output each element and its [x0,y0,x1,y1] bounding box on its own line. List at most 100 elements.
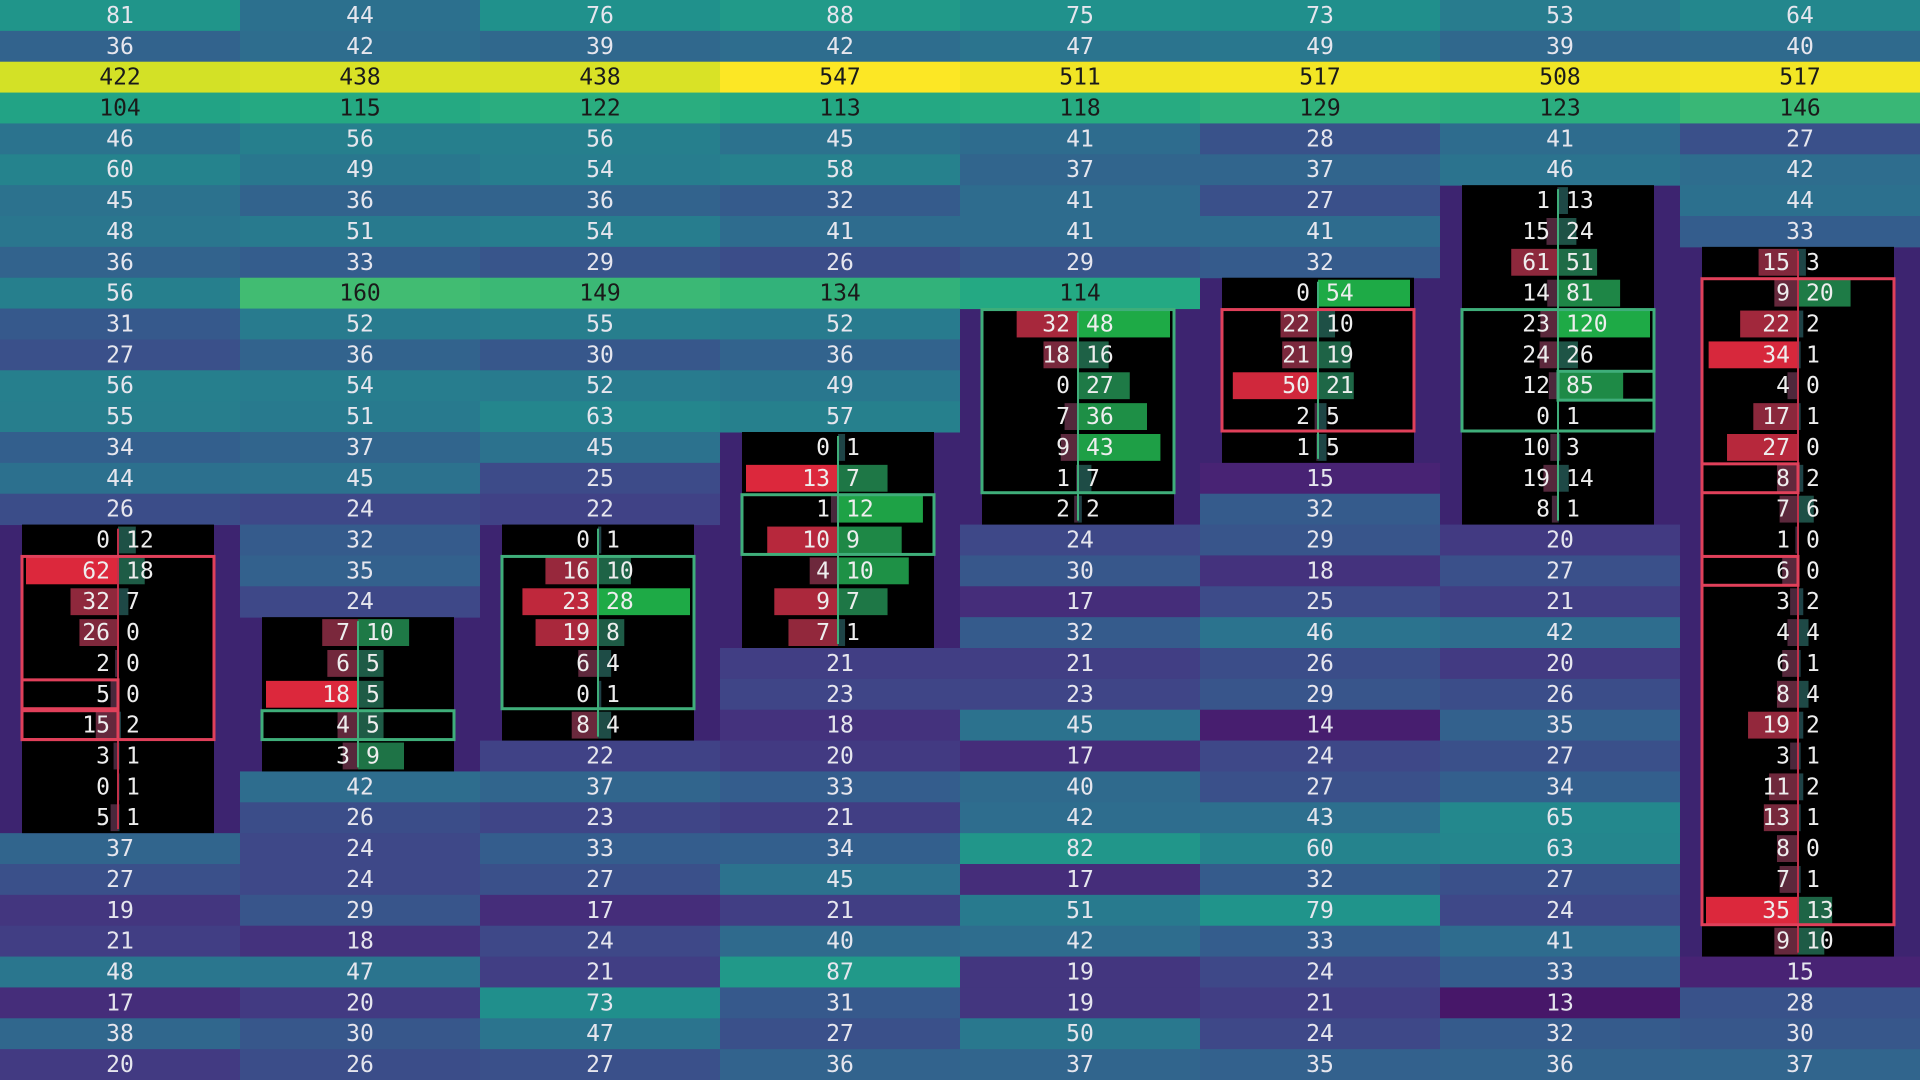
heat-value: 73 [586,990,614,1016]
ask-bar [1798,341,1801,369]
bid-value: 15 [82,713,110,739]
heat-value: 27 [1306,188,1334,214]
heat-cell [1200,833,1440,865]
ask-bar [1078,341,1109,369]
heat-value: 42 [346,34,374,60]
heat-cell [480,894,720,927]
bid-bar [70,588,118,616]
bid-value: 1 [1776,528,1790,554]
heat-value: 52 [346,312,374,338]
heat-value: 32 [826,188,854,214]
heat-value: 160 [339,281,381,307]
heat-cell [1680,123,1920,155]
heat-cell [1440,678,1680,711]
ask-value: 18 [126,558,154,584]
ask-value: 54 [1326,281,1354,307]
heat-value: 22 [586,497,614,523]
heat-value: 32 [1306,867,1334,893]
bid-value: 0 [816,435,830,461]
heat-value: 51 [346,404,374,430]
heat-cell [720,925,960,958]
ask-value: 1 [1806,651,1820,677]
heat-cell [1680,30,1920,63]
bid-bar [1314,403,1318,430]
heat-cell [1200,1018,1440,1050]
heat-cell [480,956,720,988]
heat-value: 21 [826,651,854,677]
heat-value: 422 [99,65,141,91]
heat-cell [1440,864,1680,896]
heat-cell [480,1049,720,1080]
ask-value: 14 [1566,466,1594,492]
bid-value: 1 [1056,466,1070,492]
heat-cell [480,740,720,772]
bid-value: 1 [1296,435,1310,461]
heat-cell [1680,956,1920,988]
heat-value: 54 [346,373,374,399]
heat-value: 49 [346,157,374,183]
heat-cell [720,61,960,94]
ask-bar [1798,495,1814,523]
bid-value: 27 [1762,435,1790,461]
ask-value: 81 [1566,281,1594,307]
ask-value: 43 [1086,435,1114,461]
heat-cell [240,802,480,834]
ask-value: 4 [606,651,620,677]
heat-value: 104 [99,96,141,122]
heat-cell [960,524,1200,556]
heat-cell [720,678,960,711]
bid-value: 23 [562,589,590,615]
imbalance-outline [1700,277,1896,927]
heat-cell [240,771,480,803]
bid-value: 7 [336,620,350,646]
heat-cell [720,1018,960,1050]
bid-bar [535,619,598,646]
bid-bar [322,619,358,646]
ask-value: 2 [126,713,140,739]
heat-cell [1680,92,1920,124]
bid-value: 4 [1776,620,1790,646]
heat-cell [1200,246,1440,279]
heat-value: 24 [1306,744,1334,770]
bid-value: 19 [562,620,590,646]
heat-value: 517 [1299,65,1341,91]
heat-cell [960,864,1200,896]
ask-value: 2 [1806,774,1820,800]
ask-value: 1 [1566,497,1580,523]
heat-cell [0,493,240,526]
heat-value: 21 [1306,990,1334,1016]
heat-cell [1440,586,1680,618]
heat-value: 45 [586,435,614,461]
heat-value: 51 [1066,898,1094,924]
heat-cell [960,648,1200,680]
heat-value: 36 [106,250,134,276]
heat-value: 41 [1546,929,1574,955]
heat-value: 46 [1546,157,1574,183]
heat-value: 36 [106,34,134,60]
ask-bar [118,526,136,554]
heat-value: 76 [586,3,614,29]
bid-bar [110,680,118,708]
heat-value: 29 [1306,528,1334,554]
heat-cell [960,771,1200,803]
bid-bar [1782,557,1798,585]
heat-value: 82 [1066,836,1094,862]
heat-cell [240,246,480,279]
heat-value: 56 [586,126,614,152]
bid-value: 4 [336,713,350,739]
bid-bar [1753,403,1798,430]
bid-bar [1060,434,1078,461]
heat-cell [1440,833,1680,865]
heat-value: 19 [106,898,134,924]
bid-value: 9 [1776,929,1790,955]
heat-value: 54 [586,157,614,183]
ask-value: 2 [1086,497,1100,523]
ask-value: 0 [1806,435,1820,461]
bid-value: 4 [816,558,830,584]
heat-cell [720,1049,960,1080]
heat-cell [0,956,240,988]
bid-bar [767,526,838,554]
ask-value: 7 [126,589,140,615]
heat-value: 23 [586,805,614,831]
heat-value: 118 [1059,96,1101,122]
